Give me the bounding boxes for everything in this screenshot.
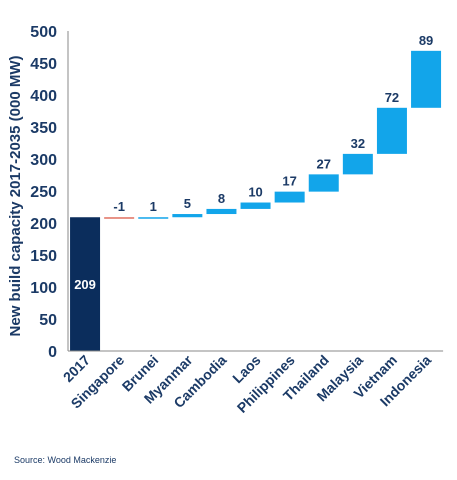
y-tick-label: 500 [30,24,57,41]
y-tick-label: 300 [30,152,57,169]
bar [274,191,305,203]
data-label: 27 [317,156,331,171]
y-tick-label: 450 [30,56,57,73]
bar [206,208,237,215]
data-label: 17 [282,174,296,189]
bar [342,153,373,175]
y-axis-title: New build capacity 2017-2035 (000 MW) [7,56,24,337]
y-tick-label: 0 [48,344,57,361]
y-tick-label: 150 [30,248,57,265]
source-note: Source: Wood Mackenzie [14,455,117,465]
bar [138,217,169,219]
waterfall-chart: New build capacity 2017-2035 (000 MW) 0 50… [7,24,444,416]
data-label: -1 [113,199,125,214]
y-tick-label: 200 [30,216,57,233]
bar [411,50,442,108]
y-tick-label: 100 [30,280,57,297]
data-label: 72 [385,90,399,105]
data-label: 8 [218,191,225,206]
bar [70,217,101,351]
data-label: 32 [351,136,365,151]
y-tick-label: 350 [30,120,57,137]
data-label: 209 [74,277,96,292]
data-label: 5 [184,196,191,211]
data-label: 1 [150,199,157,214]
data-label: 10 [248,185,262,200]
y-tick-label: 50 [39,312,57,329]
bar [240,202,271,209]
bar [308,174,339,192]
y-tick-label: 400 [30,88,57,105]
bar [376,107,407,154]
data-label: 89 [419,33,433,48]
bar [104,217,135,219]
bar [172,214,203,218]
y-tick-label: 250 [30,184,57,201]
